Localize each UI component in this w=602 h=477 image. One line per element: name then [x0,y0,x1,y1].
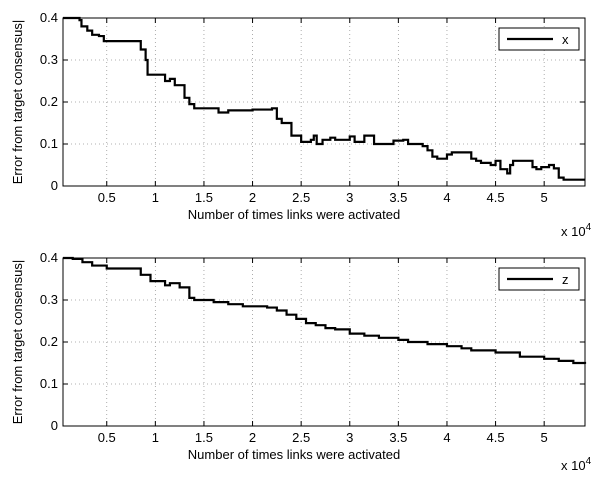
x-tick-label: 3.5 [389,190,407,205]
x-tick-label: 4.5 [487,430,505,445]
x-scale-multiplier: x 104 [561,456,592,473]
x-scale-multiplier: x 104 [561,222,592,239]
y-tick-label: 0 [51,178,58,193]
x-tick-label: 4 [443,190,450,205]
y-axis-label: Error from target consensus| [10,260,25,425]
x-tick-label: 2.5 [292,430,310,445]
x-tick-label: 2 [249,190,256,205]
series-line-x [63,16,585,181]
y-tick-label: 0.4 [40,10,58,25]
y-tick-label: 0.1 [40,376,58,391]
y-tick-label: 0.4 [40,250,58,265]
x-scale-base: x 10 [561,224,586,239]
x-tick-label: 1 [152,190,159,205]
y-axis-label: Error from target consensus| [10,20,25,185]
x-scale-base: x 10 [561,458,586,473]
y-tick-label: 0.1 [40,136,58,151]
x-axis-label: Number of times links were activated [188,207,400,222]
top-plot: 0.5 1 1.5 2 2.5 3 3.5 4 4.5 5 0 0.1 0.2 0.3 0.4 Number … [10,10,592,239]
x-tick-label: 2.5 [292,190,310,205]
y-tick-label: 0.2 [40,334,58,349]
bottom-plot: 0.5 1 1.5 2 2.5 3 3.5 4 4.5 5 0 0.1 0.2 0.3 0.4 Number … [10,250,592,473]
x-tick-label: 1 [152,430,159,445]
x-tick-label: 1.5 [195,430,213,445]
x-tick-label: 4.5 [487,190,505,205]
legend-label: x [562,32,569,47]
series-line-z [63,256,587,365]
x-scale-exponent: 4 [586,222,592,233]
x-tick-label: 2 [249,430,256,445]
x-tick-label: 0.5 [98,430,116,445]
x-axis-label: Number of times links were activated [188,447,400,462]
y-tick-label: 0.2 [40,94,58,109]
y-tick-label: 0 [51,418,58,433]
legend-label: z [562,272,569,287]
y-tick-label: 0.3 [40,292,58,307]
x-tick-label: 3 [346,430,353,445]
x-scale-exponent: 4 [586,456,592,467]
x-tick-label: 3.5 [389,430,407,445]
y-tick-label: 0.3 [40,52,58,67]
x-tick-label: 0.5 [98,190,116,205]
x-tick-label: 1.5 [195,190,213,205]
x-tick-label: 5 [541,190,548,205]
x-tick-label: 5 [541,430,548,445]
x-tick-label: 3 [346,190,353,205]
x-tick-label: 4 [443,430,450,445]
